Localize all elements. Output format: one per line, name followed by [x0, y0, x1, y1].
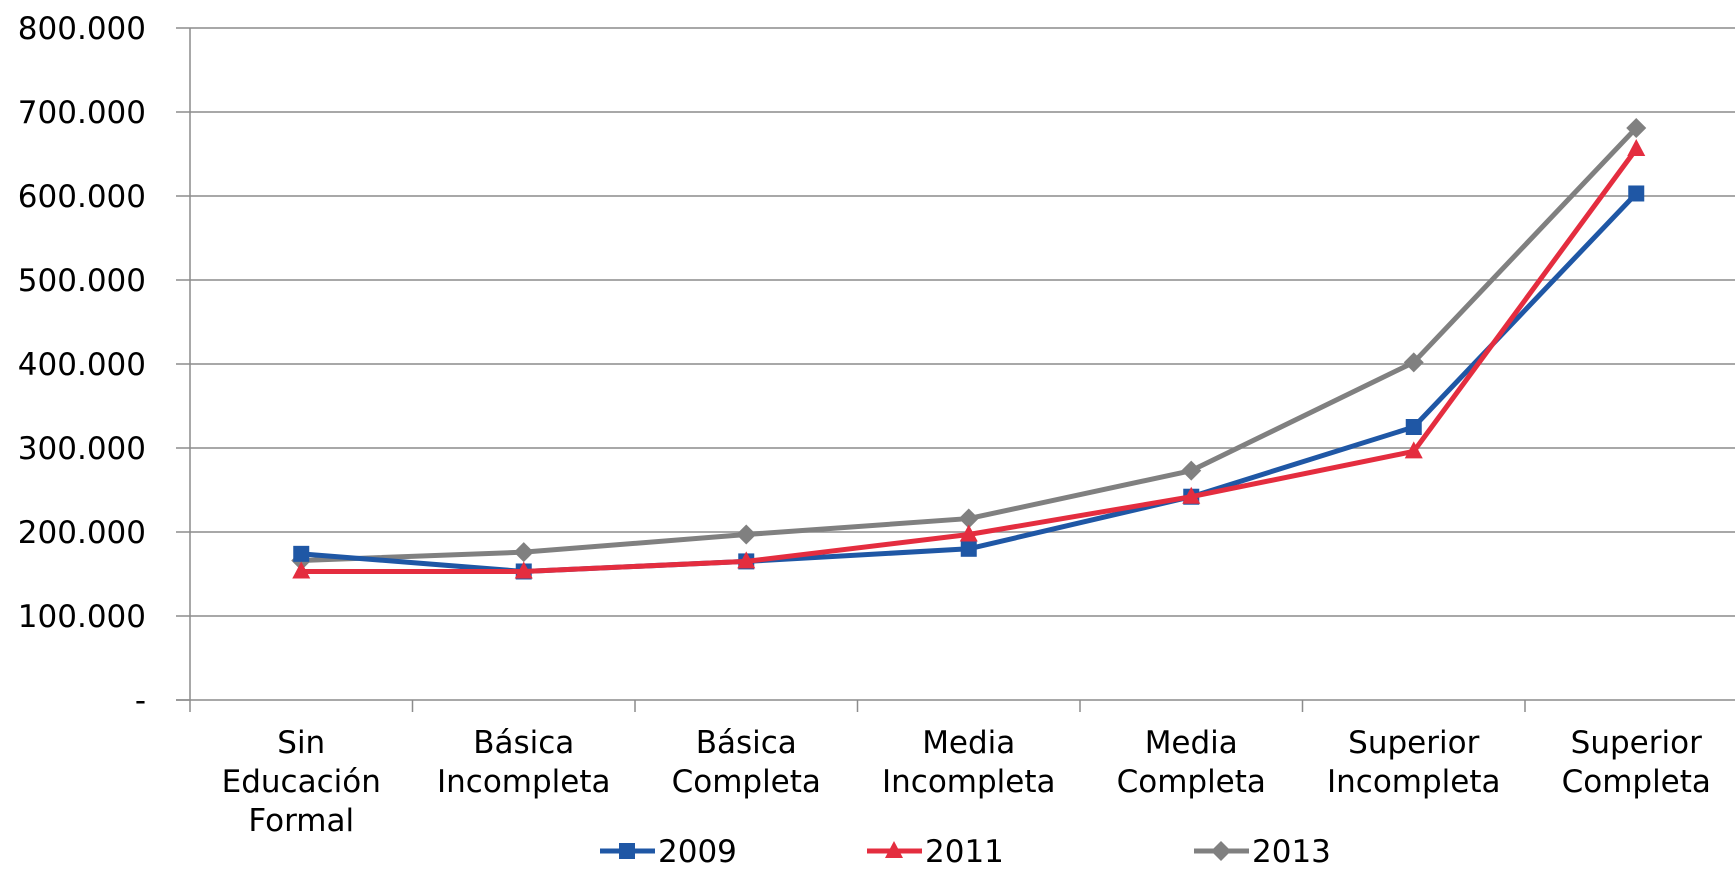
data-point-2009	[293, 545, 310, 562]
data-point-2011	[959, 524, 978, 542]
data-point-2011	[292, 561, 311, 579]
series-line-2011	[301, 147, 1639, 574]
x-category-label: Básica Completa	[672, 725, 821, 800]
series-2011	[292, 138, 1646, 579]
x-category-label: Media Completa	[1117, 725, 1266, 800]
legend-label: 2009	[658, 834, 737, 870]
x-category-label-line: Incompleta	[437, 764, 611, 800]
x-category-label-line: Superior	[1348, 725, 1479, 761]
data-point-2013	[1403, 352, 1424, 373]
legend: 2009 2011 2013	[600, 834, 1331, 870]
x-category-label-line: Media	[922, 725, 1015, 761]
x-category-label: Superior Completa	[1562, 725, 1711, 800]
series-2013	[291, 117, 1647, 571]
legend-item-2011: 2011	[867, 834, 1004, 870]
x-category-label-line: Completa	[672, 764, 821, 800]
data-point-2011	[1404, 441, 1423, 459]
y-tick-labels: - 100.000 200.000 300.000 400.000 500.000 600.…	[18, 11, 146, 719]
data-point-2011	[737, 551, 756, 569]
x-category-label: Media Incompleta	[882, 725, 1056, 800]
x-category-label-line: Completa	[1117, 764, 1266, 800]
gridlines	[190, 27, 1735, 617]
y-tick-label: 600.000	[18, 179, 146, 215]
y-tick-label: 300.000	[18, 431, 146, 467]
data-point-2009	[1628, 185, 1645, 202]
data-point-2011	[1182, 486, 1201, 504]
axes	[176, 27, 1735, 712]
x-category-label-line: Sin	[277, 725, 325, 761]
legend-item-2009: 2009	[600, 834, 737, 870]
x-category-label-line: Formal	[248, 803, 354, 839]
x-category-label: Superior Incompleta	[1327, 725, 1501, 800]
x-category-label-line: Incompleta	[882, 764, 1056, 800]
x-category-label-line: Completa	[1562, 764, 1711, 800]
y-tick-label: 700.000	[18, 95, 146, 131]
data-point-2009	[960, 540, 977, 557]
x-category-label-line: Media	[1145, 725, 1238, 761]
data-point-2013	[1626, 117, 1647, 138]
legend-label: 2011	[925, 834, 1004, 870]
y-tick-label: 400.000	[18, 347, 146, 383]
legend-label: 2013	[1252, 834, 1331, 870]
series-lines	[291, 117, 1647, 580]
data-point-2013	[1181, 460, 1202, 481]
data-point-2011	[514, 561, 533, 579]
x-category-label-line: Educación	[222, 764, 381, 800]
x-category-label-line: Incompleta	[1327, 764, 1501, 800]
legend-marker-2009	[619, 843, 635, 859]
x-category-label-line: Superior	[1571, 725, 1702, 761]
data-point-2013	[513, 542, 534, 563]
data-point-2013	[736, 524, 757, 545]
y-tick-label: 100.000	[18, 599, 146, 635]
data-point-2011	[1627, 138, 1646, 156]
data-point-2013	[958, 508, 979, 529]
x-category-label-line: Básica	[696, 725, 797, 761]
legend-item-2013: 2013	[1194, 834, 1331, 870]
series-line-2013	[301, 126, 1639, 564]
x-category-label: Básica Incompleta	[437, 725, 611, 800]
y-tick-label: 200.000	[18, 515, 146, 551]
y-tick-label: 800.000	[18, 11, 146, 47]
legend-marker-2011	[885, 841, 903, 858]
y-tick-label: 500.000	[18, 263, 146, 299]
legend-marker-2013	[1211, 841, 1231, 861]
data-point-2009	[1405, 419, 1422, 435]
x-category-label: Sin Educación Formal	[222, 725, 381, 839]
y-tick-label: -	[135, 683, 146, 719]
x-category-label-line: Básica	[473, 725, 574, 761]
